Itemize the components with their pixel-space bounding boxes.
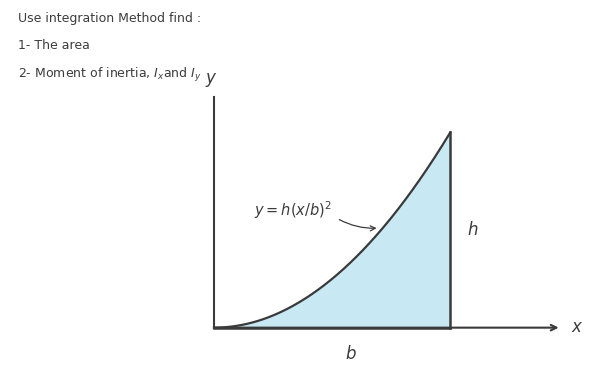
Text: 2- Moment of inertia, $\it{I}$$_x$and $\it{I}$$_y$: 2- Moment of inertia, $\it{I}$$_x$and $\… <box>18 66 202 84</box>
Polygon shape <box>214 132 450 327</box>
Text: $h$: $h$ <box>467 221 478 239</box>
Text: Use integration Method find :: Use integration Method find : <box>18 12 201 25</box>
Text: 1- The area: 1- The area <box>18 39 90 52</box>
Text: $y$: $y$ <box>205 71 218 89</box>
Text: $y = h(x/b)^2$: $y = h(x/b)^2$ <box>254 199 332 221</box>
Text: $x$: $x$ <box>571 319 583 336</box>
Text: $b$: $b$ <box>345 345 357 363</box>
